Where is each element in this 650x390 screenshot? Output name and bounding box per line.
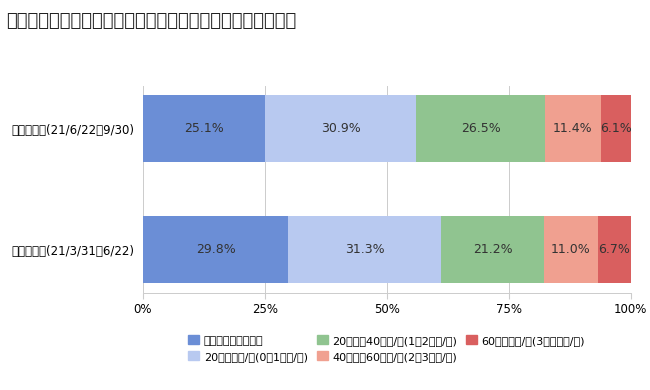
Bar [601,95,630,162]
Bar [416,95,545,162]
Text: 29.8%: 29.8% [196,243,235,256]
Legend: 基本的に残業はない, 20時間以下/月(0〜1時間/日), 20時間〜40時間/月(1〜2時間/日), 40時間〜60時間/月(2〜3時間/日), 60時間以上: 基本的に残業はない, 20時間以下/月(0〜1時間/日), 20時間〜40時間/… [188,335,585,362]
Text: 31.3%: 31.3% [344,243,384,256]
Text: 25.1%: 25.1% [185,122,224,135]
Text: 残業の状況について、あてはまるものを選択してください。: 残業の状況について、あてはまるものを選択してください。 [6,12,297,30]
Text: 30.9%: 30.9% [321,122,361,135]
Bar [545,95,601,162]
Bar [441,216,544,283]
Bar [143,216,288,283]
Bar [598,216,630,283]
Bar [544,216,598,283]
Text: 26.5%: 26.5% [461,122,500,135]
Text: 21.2%: 21.2% [473,243,512,256]
Text: 6.7%: 6.7% [598,243,630,256]
Text: 6.1%: 6.1% [600,122,632,135]
Bar [143,95,265,162]
Text: 11.0%: 11.0% [551,243,591,256]
Text: 11.4%: 11.4% [553,122,593,135]
Bar [288,216,441,283]
Bar [265,95,416,162]
